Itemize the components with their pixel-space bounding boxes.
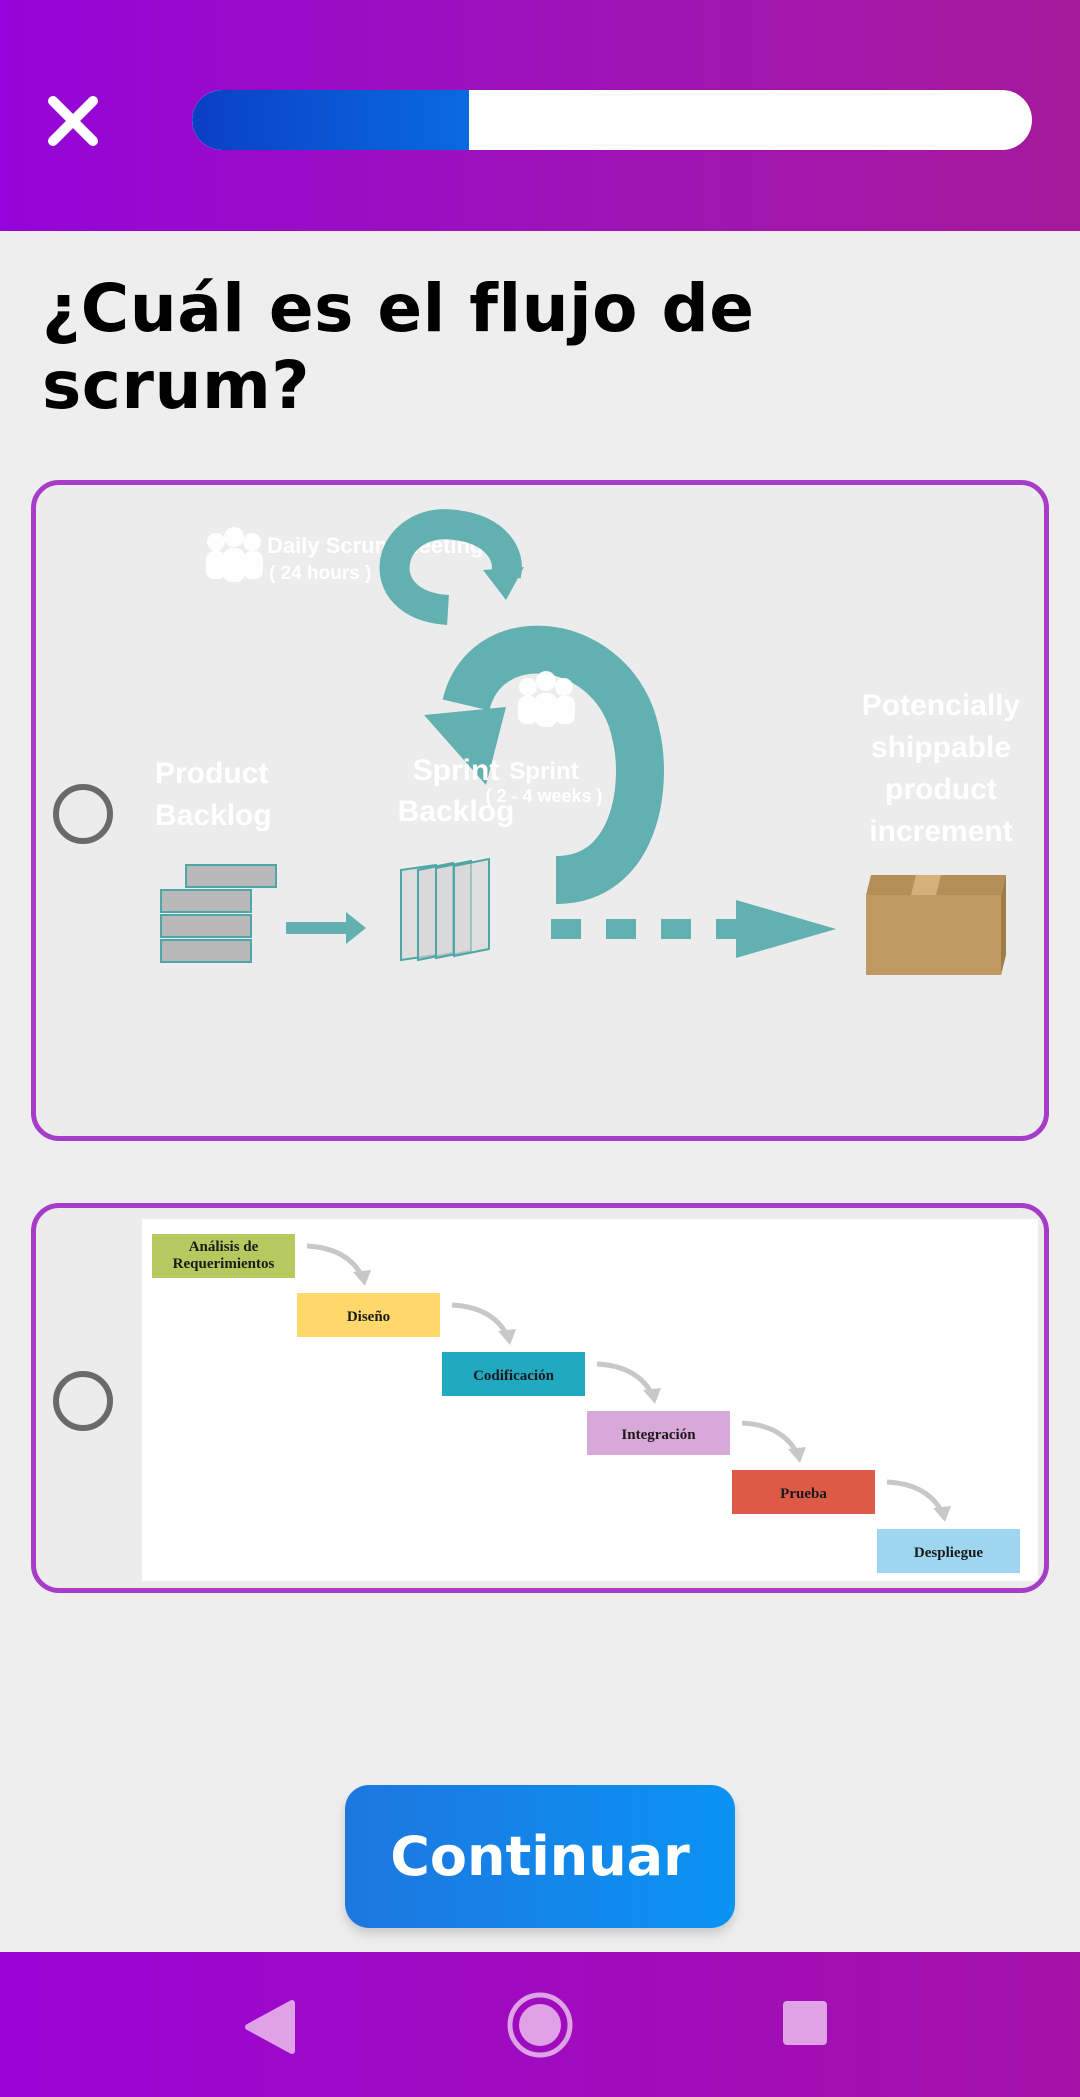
increment-label-2: shippable bbox=[871, 731, 1011, 764]
waterfall-diagram-image: Análisis de Requerimientos Diseño Codificac… bbox=[142, 1219, 1038, 1581]
daily-loop-arrow bbox=[379, 509, 522, 625]
people-icon bbox=[206, 527, 263, 582]
waterfall-arrow-head bbox=[643, 1388, 661, 1404]
increment-label-1: Potencially bbox=[862, 689, 1021, 722]
increment-label-3: product bbox=[885, 773, 997, 806]
back-triangle-icon bbox=[245, 2000, 295, 2054]
product-backlog-stack bbox=[160, 864, 277, 963]
arrow-to-sprint-backlog bbox=[286, 912, 366, 944]
waterfall-step-label: Prueba bbox=[780, 1486, 827, 1502]
waterfall-arrow-head bbox=[353, 1270, 371, 1286]
radio-button[interactable] bbox=[53, 1371, 113, 1431]
home-circle-icon bbox=[507, 1992, 573, 2058]
top-bar bbox=[0, 0, 1080, 231]
waterfall-step-label: Diseño bbox=[347, 1309, 390, 1325]
waterfall-step: Despliegue bbox=[877, 1529, 1020, 1573]
radio-button[interactable] bbox=[53, 784, 113, 844]
dashed-arrow bbox=[551, 900, 836, 958]
product-backlog-label-2: Backlog bbox=[155, 799, 272, 832]
increment-label-4: increment bbox=[869, 815, 1012, 848]
waterfall-step: Prueba bbox=[732, 1470, 875, 1514]
waterfall-step-box bbox=[587, 1411, 730, 1455]
waterfall-step-box bbox=[877, 1529, 1020, 1573]
recents-square-icon bbox=[783, 2001, 827, 2045]
nav-back-button[interactable] bbox=[240, 1992, 300, 2062]
answer-option-scrum[interactable]: Daily Scrum Meeting ( 24 hours ) Sprint … bbox=[31, 480, 1049, 1141]
waterfall-step-box bbox=[297, 1293, 440, 1337]
sprint-backlog-label-2: Backlog bbox=[398, 795, 515, 828]
question-title: ¿Cuál es el flujo de scrum? bbox=[42, 270, 755, 424]
waterfall-arrow-head bbox=[498, 1329, 516, 1345]
continue-button[interactable]: Continuar bbox=[345, 1785, 735, 1928]
sprint-backlog-sheets bbox=[400, 857, 490, 962]
product-box-icon bbox=[866, 875, 1006, 975]
product-backlog-label-1: Product bbox=[155, 757, 268, 790]
sprint-backlog-label-1: Sprint bbox=[413, 754, 500, 787]
waterfall-step-label: Requerimientos bbox=[173, 1256, 275, 1272]
sprint-loop-arrow bbox=[442, 625, 664, 904]
waterfall-arrow bbox=[451, 1302, 510, 1337]
waterfall-step-label: Despliegue bbox=[914, 1545, 984, 1561]
waterfall-arrow-head bbox=[933, 1506, 951, 1522]
waterfall-arrow bbox=[741, 1420, 800, 1455]
nav-recents-button[interactable] bbox=[780, 1998, 830, 2048]
waterfall-step-box bbox=[732, 1470, 875, 1514]
waterfall-arrow bbox=[596, 1361, 655, 1396]
waterfall-step-label: Codificación bbox=[473, 1368, 554, 1384]
waterfall-step: Diseño bbox=[297, 1293, 440, 1337]
progress-fill bbox=[192, 90, 470, 150]
sprint-people-icon bbox=[518, 671, 575, 727]
nav-home-button[interactable] bbox=[505, 1990, 575, 2060]
waterfall-step-label: Análisis de bbox=[189, 1239, 259, 1255]
scrum-diagram-image: Daily Scrum Meeting ( 24 hours ) Sprint … bbox=[155, 509, 1021, 975]
close-x-icon bbox=[48, 96, 98, 146]
waterfall-arrow bbox=[306, 1243, 365, 1278]
waterfall-step: Codificación bbox=[442, 1352, 585, 1396]
waterfall-step: Integración bbox=[587, 1411, 730, 1455]
answer-option-waterfall[interactable]: Análisis de Requerimientos Diseño Codificac… bbox=[31, 1203, 1049, 1593]
daily-hours-label: ( 24 hours ) bbox=[269, 563, 371, 584]
waterfall-step-box bbox=[152, 1234, 295, 1278]
waterfall-step-box bbox=[442, 1352, 585, 1396]
waterfall-arrow-head bbox=[788, 1447, 806, 1463]
waterfall-arrow bbox=[886, 1479, 945, 1514]
system-navigation-bar bbox=[0, 1952, 1080, 2097]
close-button[interactable] bbox=[38, 86, 108, 156]
sprint-weeks-label: ( 2 - 4 weeks ) bbox=[485, 786, 602, 806]
waterfall-step-label: Integración bbox=[621, 1427, 696, 1443]
sprint-label: Sprint bbox=[509, 758, 578, 785]
progress-bar bbox=[192, 90, 1032, 150]
